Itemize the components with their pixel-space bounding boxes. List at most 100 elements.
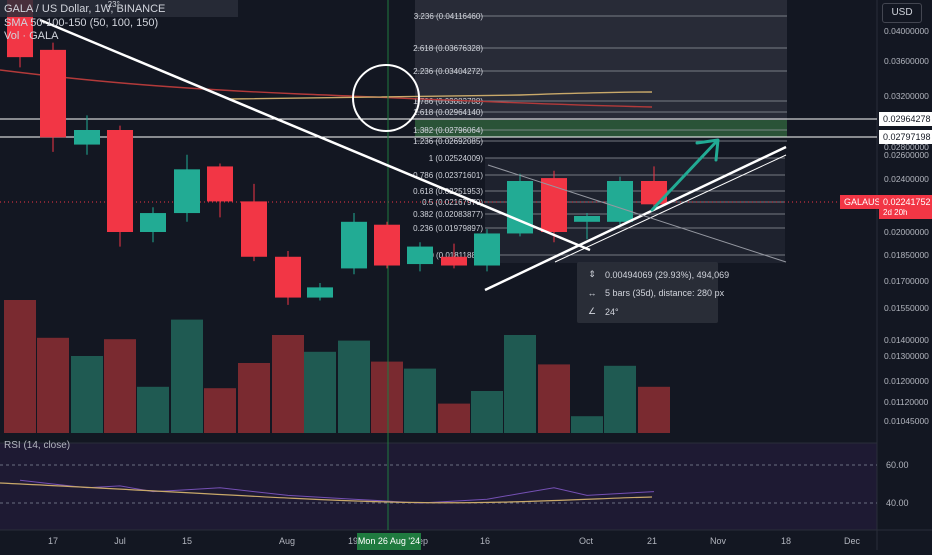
volume-legend[interactable]: Vol · GALA xyxy=(4,30,59,42)
candle-body xyxy=(107,130,133,232)
price-scale-label: 0.01700000 xyxy=(884,276,929,286)
candle-body xyxy=(541,178,567,232)
time-axis-label: Aug xyxy=(279,536,295,546)
volume-bar xyxy=(272,335,304,433)
fib-retracement-label: 0.236 (0.01979897) xyxy=(413,224,483,233)
price-scale-label: 0.01300000 xyxy=(884,351,929,361)
highlight-circle[interactable] xyxy=(352,64,420,132)
volume-bar xyxy=(104,339,136,433)
candle-body xyxy=(474,233,500,266)
uptrend-line[interactable] xyxy=(484,145,787,292)
volume-bar xyxy=(604,365,636,433)
volume-bar xyxy=(71,356,103,433)
price-scale-label: 0.02600000 xyxy=(884,150,929,160)
volume-bar xyxy=(371,361,403,433)
currency-button[interactable]: USD xyxy=(882,3,922,23)
measure-angle: 24° xyxy=(605,306,619,317)
time-axis-label: 16 xyxy=(480,536,490,546)
fib-retracement-label: 1 (0.02524009) xyxy=(429,154,484,163)
channel-line-upper[interactable] xyxy=(554,154,787,263)
candle-body xyxy=(174,169,200,214)
volume-bars xyxy=(4,300,670,433)
downtrend-line[interactable] xyxy=(39,18,591,252)
legend-background xyxy=(0,0,238,17)
price-scale-label: 0.02400000 xyxy=(884,174,929,184)
symbol-title[interactable]: GALA / US Dollar, 1W, BINANCE xyxy=(4,3,166,15)
fib-level-label: 3.236 (0.04116460) xyxy=(414,12,484,21)
volume-bar xyxy=(304,351,336,433)
fib-extension-tool[interactable]: 3.236 (0.04116460) 2.618 (0.03676328) 2.23… xyxy=(413,0,787,263)
volume-bar xyxy=(4,300,36,433)
candle-body xyxy=(441,256,467,266)
time-axis[interactable]: 17Jul15Aug19Sep16Oct21Nov18Dec xyxy=(48,536,861,546)
volume-bar xyxy=(538,364,570,433)
fib-level-label: 1.786 (0.03083788) xyxy=(413,97,483,106)
sma-legend[interactable]: SMA 50-100-150 (50, 100, 150) xyxy=(4,17,159,29)
price-tag-lower: 0.02797198 xyxy=(879,130,932,144)
time-axis-label: Jul xyxy=(114,536,126,546)
rsi-ma-line xyxy=(0,482,653,504)
volume-bar xyxy=(204,388,236,433)
candle-body xyxy=(207,166,233,202)
rsi-line xyxy=(19,479,655,504)
time-axis-label: 19 xyxy=(348,536,358,546)
rsi-pane-bg xyxy=(0,443,877,530)
time-axis-label: Oct xyxy=(579,536,594,546)
candle-body xyxy=(140,213,166,232)
measure-tooltip: ⇕ 0.00494069 (29.93%), 494,069 ↔ 5 bars … xyxy=(577,262,729,323)
measure-bars: 5 bars (35d), distance: 280 px xyxy=(605,288,725,298)
crosshair-date-label: Mon 26 Aug '24 xyxy=(357,533,421,550)
price-scale-label: 0.02800000 xyxy=(884,142,929,152)
price-scale-label: 0.01200000 xyxy=(884,376,929,386)
price-scale-label: 0.02000000 xyxy=(884,227,929,237)
projection-arrow[interactable] xyxy=(650,138,720,212)
rsi-level-40: 40.00 xyxy=(886,498,909,508)
candle-body xyxy=(74,130,100,145)
volume-bar xyxy=(338,340,370,433)
rsi-legend[interactable]: RSI (14, close) xyxy=(4,440,71,451)
volume-bar xyxy=(404,368,436,433)
candle-body xyxy=(607,181,633,222)
fib-level-label: 1.618 (0.02964140) xyxy=(413,108,483,117)
volume-bar xyxy=(504,335,536,433)
volume-bar xyxy=(438,403,470,433)
angle-icon: ∠ xyxy=(587,306,597,316)
price-scale-label: 0.01400000 xyxy=(884,335,929,345)
candle-body xyxy=(307,287,333,298)
time-axis-label: 21 xyxy=(647,536,657,546)
price-tag-upper: 0.02964278 xyxy=(879,112,932,126)
volume-bar xyxy=(171,319,203,433)
volume-bar xyxy=(37,337,69,433)
fib-retracement-label: 0.786 (0.02371601) xyxy=(413,171,483,180)
volume-bar xyxy=(471,391,503,433)
measure-change: 0.00494069 (29.93%), 494,069 xyxy=(605,269,730,280)
candle-body xyxy=(407,246,433,265)
current-symbol-tag: GALAUSD xyxy=(840,195,887,209)
time-axis-label: 18 xyxy=(781,536,791,546)
price-scale[interactable]: 0.04000000 0.03600000 0.03200000 0.02800000… xyxy=(884,26,929,426)
bars-range-icon: ↔ xyxy=(587,288,597,298)
candle-body xyxy=(241,201,267,257)
time-axis-label: Nov xyxy=(710,536,727,546)
volume-bar xyxy=(571,416,603,433)
fib-retracement-label: 0.382 (0.02083877) xyxy=(413,210,483,219)
volume-bar xyxy=(638,386,670,433)
fib-grey-zone xyxy=(415,0,787,120)
rsi-level-60: 60.00 xyxy=(886,460,909,470)
price-scale-label: 0.01120000 xyxy=(884,397,929,407)
volume-bar xyxy=(137,386,169,433)
price-scale-label: 0.01550000 xyxy=(884,303,929,313)
sma-red-line xyxy=(0,69,653,108)
fib-level-label: 1.382 (0.02796064) xyxy=(413,126,483,135)
current-price-tag: 0.02241752 xyxy=(879,195,932,209)
price-range-icon: ⇕ xyxy=(588,269,596,279)
price-scale-label: 0.01045000 xyxy=(884,416,929,426)
time-axis-label: Dec xyxy=(844,536,861,546)
countdown-tag: 2d 20h xyxy=(879,207,932,219)
fib-retracement-label: 0 (0.01811882) xyxy=(429,251,483,260)
time-axis-label: 15 xyxy=(182,536,192,546)
candle-body xyxy=(641,181,667,205)
channel-line-grey[interactable] xyxy=(487,164,787,263)
fib-level-label: 2.618 (0.03676328) xyxy=(413,44,483,53)
